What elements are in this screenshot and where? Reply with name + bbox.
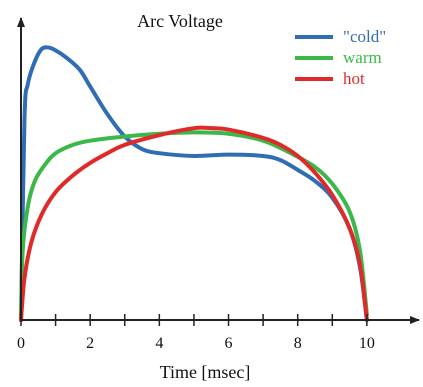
legend-label: hot <box>343 69 365 88</box>
series-line-warm <box>19 130 369 322</box>
series-line-hot <box>19 125 369 322</box>
x-tick-label: 8 <box>294 335 302 352</box>
series-layer <box>19 45 369 322</box>
legend-label: "cold" <box>343 27 386 46</box>
x-tick-label: 0 <box>17 335 25 352</box>
series-line-cold <box>19 45 369 322</box>
x-tick-label: 10 <box>359 335 375 352</box>
x-axis-label: Time [msec] <box>160 362 251 382</box>
x-tick-label: 2 <box>86 335 94 352</box>
legend-label: warm <box>343 48 382 67</box>
x-tick-layer: 0 2 4 6 8 10 <box>17 314 375 352</box>
chart-title: Arc Voltage <box>137 11 223 31</box>
x-tick-label: 4 <box>155 335 163 352</box>
legend: "cold" warm hot <box>295 27 386 88</box>
x-tick-label: 6 <box>225 335 233 352</box>
